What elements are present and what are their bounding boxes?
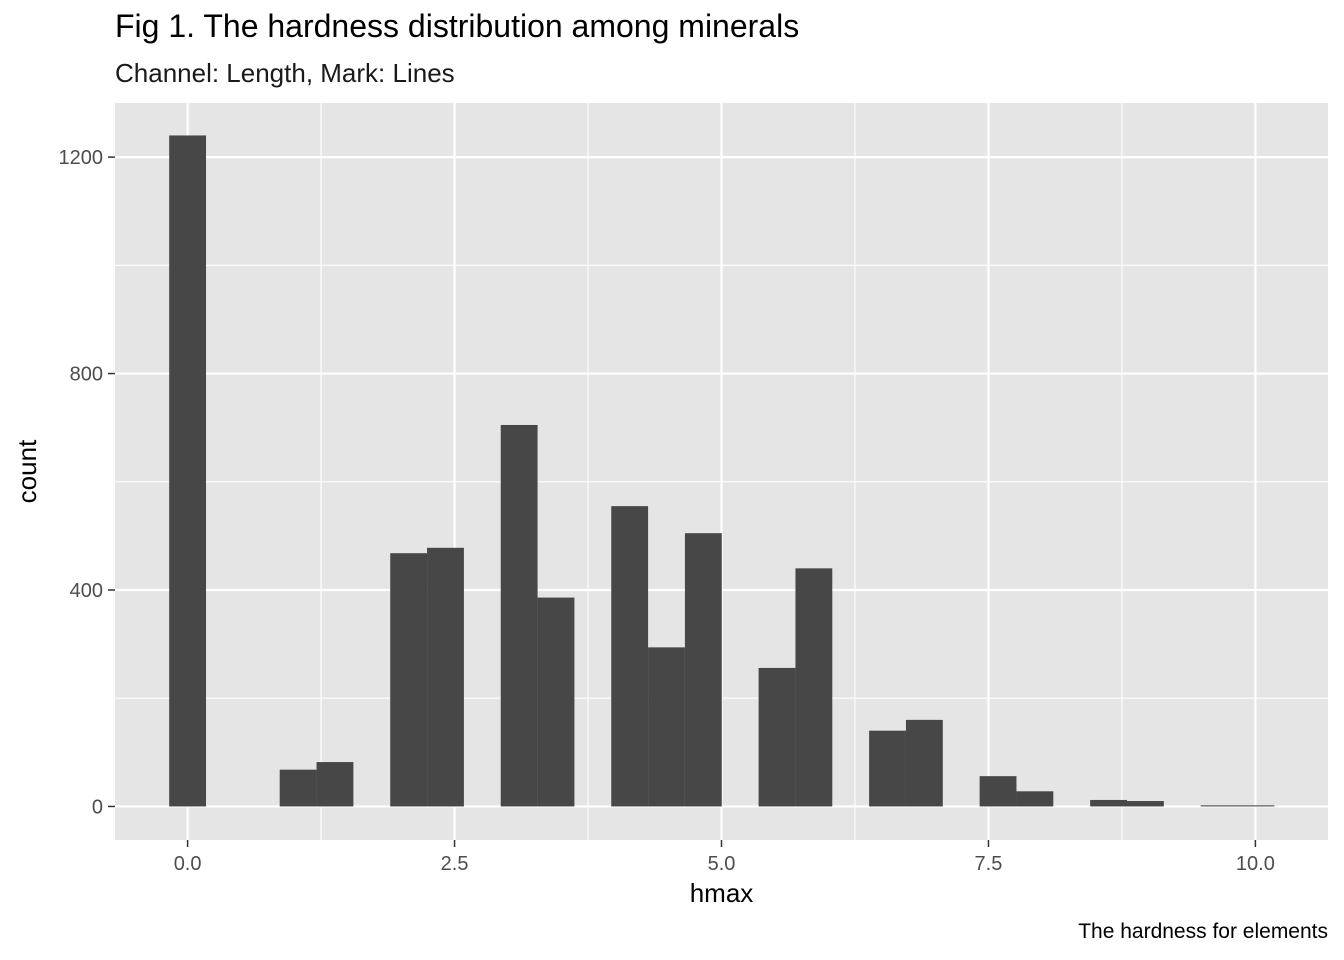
histogram-bar — [316, 762, 354, 807]
chart-caption: The hardness for elements — [1078, 920, 1328, 943]
histogram-bar — [611, 506, 649, 807]
histogram-bar — [1200, 805, 1238, 807]
y-tick-label: 800 — [70, 364, 103, 386]
histogram-bar — [1237, 805, 1275, 807]
histogram-bar — [500, 424, 538, 807]
y-tick-label: 0 — [92, 796, 103, 818]
histogram-bar — [869, 730, 906, 807]
histogram-bars — [169, 135, 1275, 807]
histogram-bar — [795, 568, 833, 807]
x-tick-label: 0.0 — [174, 853, 202, 875]
histogram-bar — [169, 135, 207, 807]
histogram-bar — [1090, 799, 1127, 807]
x-tick-label: 2.5 — [441, 853, 469, 875]
histogram-bar — [1016, 791, 1054, 807]
y-axis: 0 400 800 1200 — [59, 147, 115, 818]
histogram-bar — [648, 647, 685, 807]
chart-title: Fig 1. The hardness distribution among m… — [115, 8, 800, 44]
x-tick-label: 5.0 — [708, 853, 736, 875]
x-tick-label: 7.5 — [975, 853, 1003, 875]
histogram-bar — [279, 769, 317, 807]
histogram-bar — [905, 719, 943, 807]
histogram-bar — [537, 597, 575, 807]
y-tick-label: 400 — [70, 580, 103, 602]
chart-subtitle: Channel: Length, Mark: Lines — [115, 58, 455, 88]
x-axis: 0.0 2.5 5.0 7.5 10.0 — [174, 840, 1275, 875]
x-axis-title: hmax — [690, 878, 754, 908]
x-tick-label: 10.0 — [1236, 853, 1275, 875]
histogram-bar — [390, 553, 428, 807]
histogram-bar — [758, 667, 796, 807]
histogram-bar — [684, 533, 722, 807]
y-axis-title: count — [12, 439, 42, 503]
y-tick-label: 1200 — [59, 147, 104, 169]
histogram-bar — [1126, 801, 1164, 807]
histogram-bar — [979, 776, 1017, 807]
histogram-bar — [427, 547, 464, 807]
